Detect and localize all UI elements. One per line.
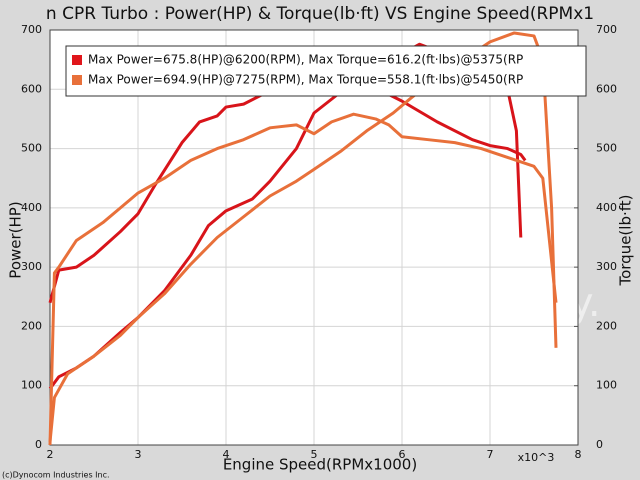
x-multiplier: x10^3 — [518, 451, 555, 464]
series-line — [48, 112, 558, 446]
chart-title: n CPR Turbo : Power(HP) & Torque(lb·ft) … — [46, 4, 594, 24]
y-tick-label: 500 — [21, 142, 42, 155]
x-tick-label: 5 — [311, 448, 318, 461]
legend-text: Max Power=675.8(HP)@6200(RPM), Max Torqu… — [88, 53, 523, 67]
y-tick-label: 700 — [21, 23, 42, 36]
y2-tick-label: 200 — [596, 319, 617, 332]
legend: Max Power=675.8(HP)@6200(RPM), Max Torqu… — [72, 53, 523, 87]
y-tick-label: 300 — [21, 260, 42, 273]
y-tick-label: 600 — [21, 82, 42, 95]
y2-tick-label: 500 — [596, 142, 617, 155]
footer: (c)Dynocom Industries Inc. — [2, 471, 110, 480]
y2-tick-label: 700 — [596, 23, 617, 36]
y2-tick-label: 300 — [596, 260, 617, 273]
legend-box — [65, 45, 587, 97]
y-tick-label: 400 — [21, 201, 42, 214]
x-tick-label: 2 — [47, 448, 54, 461]
legend-swatch — [72, 75, 82, 85]
x-tick-label: 3 — [135, 448, 142, 461]
y2-tick-label: 600 — [596, 82, 617, 95]
legend-text: Max Power=694.9(HP)@7275(RPM), Max Torqu… — [88, 73, 523, 87]
y-tick-label: 100 — [21, 379, 42, 392]
y2-tick-label: 100 — [596, 379, 617, 392]
y-tick-label: 0 — [35, 438, 42, 451]
y-axis-label: Power(HP) — [7, 201, 25, 278]
plot-border — [49, 29, 579, 446]
y2-axis-label: Torque(lb·ft) — [617, 194, 635, 286]
x-tick-label: 4 — [223, 448, 230, 461]
y-tick-label: 200 — [21, 319, 42, 332]
y2-tick-label: 400 — [596, 201, 617, 214]
x-tick-label: 6 — [399, 448, 406, 461]
watermark: Join free. Share privately. — [96, 280, 600, 326]
y2-tick-label: 0 — [596, 438, 603, 451]
legend-swatch — [72, 55, 82, 65]
series-line — [48, 31, 558, 443]
x-axis-label: Engine Speed(RPMx1000) — [223, 456, 417, 474]
x-tick-label: 7 — [487, 448, 494, 461]
x-tick-label: 8 — [575, 448, 582, 461]
